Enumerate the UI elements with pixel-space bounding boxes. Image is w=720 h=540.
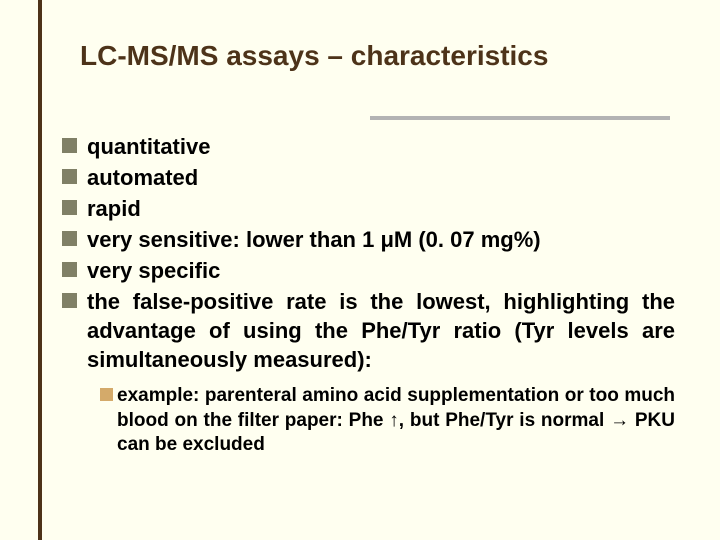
square-bullet-icon (62, 231, 77, 246)
title-underline (370, 116, 670, 120)
sub-bullet-item: example: parenteral amino acid supplemen… (100, 384, 675, 457)
square-bullet-icon (62, 293, 77, 308)
content-area: quantitative automated rapid very sensit… (62, 132, 675, 457)
slide: LC-MS/MS assays – characteristics quanti… (0, 0, 720, 540)
bullet-item: automated (62, 163, 675, 192)
bullet-item: very sensitive: lower than 1 μM (0. 07 m… (62, 225, 675, 254)
left-vertical-bar (38, 0, 42, 540)
square-sub-bullet-icon (100, 388, 113, 401)
bullet-item: very specific (62, 256, 675, 285)
bullet-item: the false-positive rate is the lowest, h… (62, 287, 675, 374)
bullet-text: quantitative (87, 132, 210, 161)
square-bullet-icon (62, 169, 77, 184)
bullet-text: very sensitive: lower than 1 μM (0. 07 m… (87, 225, 541, 254)
bullet-text: automated (87, 163, 198, 192)
bullet-text: very specific (87, 256, 220, 285)
bullet-text: rapid (87, 194, 141, 223)
bullet-item: quantitative (62, 132, 675, 161)
square-bullet-icon (62, 138, 77, 153)
bullet-item: rapid (62, 194, 675, 223)
square-bullet-icon (62, 262, 77, 277)
bullet-text: the false-positive rate is the lowest, h… (87, 287, 675, 374)
sub-bullet-text: example: parenteral amino acid supplemen… (117, 384, 675, 457)
slide-title: LC-MS/MS assays – characteristics (80, 40, 548, 72)
square-bullet-icon (62, 200, 77, 215)
